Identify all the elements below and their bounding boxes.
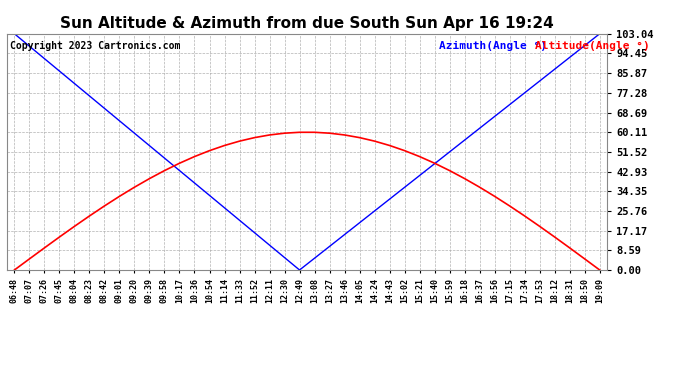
Text: Azimuth(Angle °): Azimuth(Angle °) [439, 41, 547, 51]
Text: Altitude(Angle °): Altitude(Angle °) [535, 41, 650, 51]
Text: Copyright 2023 Cartronics.com: Copyright 2023 Cartronics.com [10, 41, 180, 51]
Title: Sun Altitude & Azimuth from due South Sun Apr 16 19:24: Sun Altitude & Azimuth from due South Su… [60, 16, 554, 31]
